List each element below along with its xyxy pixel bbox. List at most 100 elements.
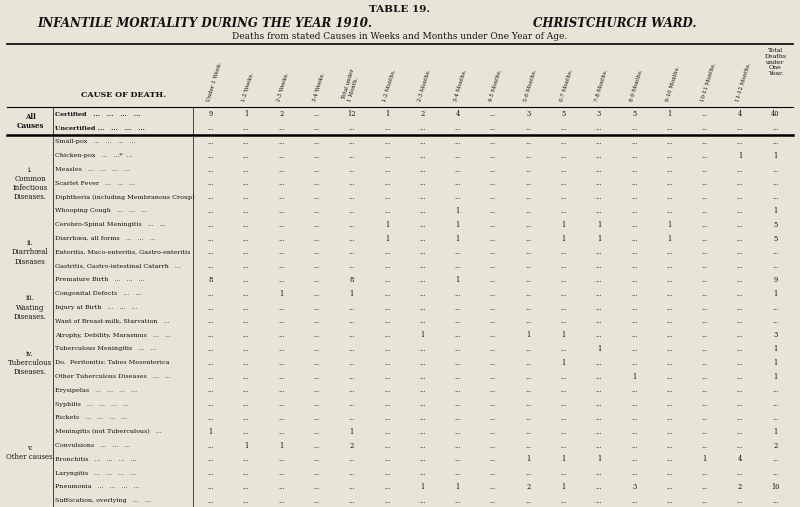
Text: ...: ... xyxy=(737,193,743,201)
Text: ...: ... xyxy=(561,248,566,257)
Text: Small-pox   ...   ...   ...   ...: Small-pox ... ... ... ... xyxy=(55,139,135,144)
Text: ...: ... xyxy=(666,138,673,146)
Text: ...: ... xyxy=(666,331,673,339)
Text: ...: ... xyxy=(490,138,496,146)
Text: ...: ... xyxy=(772,138,778,146)
Text: ...: ... xyxy=(384,469,390,477)
Text: ...: ... xyxy=(596,276,602,284)
Text: ...: ... xyxy=(666,455,673,463)
Text: ...: ... xyxy=(737,345,743,353)
Text: ...: ... xyxy=(349,483,355,491)
Text: ...: ... xyxy=(314,111,320,119)
Text: ...: ... xyxy=(242,166,249,173)
Text: ...: ... xyxy=(384,179,390,188)
Text: ...: ... xyxy=(384,317,390,325)
Text: ...: ... xyxy=(737,235,743,243)
Text: Other Tuberculous Diseases   ...   ...: Other Tuberculous Diseases ... ... xyxy=(55,374,170,379)
Text: ...: ... xyxy=(384,359,390,367)
Text: ...: ... xyxy=(596,359,602,367)
Text: ...: ... xyxy=(666,290,673,298)
Text: ...: ... xyxy=(349,455,355,463)
Text: 1: 1 xyxy=(667,221,671,229)
Text: ...: ... xyxy=(737,124,743,132)
Text: ...: ... xyxy=(207,442,214,450)
Text: ...: ... xyxy=(561,138,566,146)
Text: Atrophy, Debility, Marasmus   ...   ...: Atrophy, Debility, Marasmus ... ... xyxy=(55,333,171,338)
Text: ...: ... xyxy=(525,304,531,312)
Text: ...: ... xyxy=(561,414,566,422)
Text: ...: ... xyxy=(384,124,390,132)
Text: ...: ... xyxy=(207,400,214,408)
Text: ...: ... xyxy=(419,179,426,188)
Text: ...: ... xyxy=(278,235,285,243)
Text: ...: ... xyxy=(737,276,743,284)
Text: ...: ... xyxy=(702,207,708,215)
Text: ...: ... xyxy=(314,166,320,173)
Text: ...: ... xyxy=(454,386,461,394)
Text: i.
Common
Infectious
Diseases.: i. Common Infectious Diseases. xyxy=(12,166,48,201)
Text: ...: ... xyxy=(631,386,638,394)
Text: ...: ... xyxy=(207,469,214,477)
Text: ...: ... xyxy=(525,400,531,408)
Text: ...: ... xyxy=(737,469,743,477)
Text: Congenital Defects   ...   ...: Congenital Defects ... ... xyxy=(55,292,142,296)
Text: ...: ... xyxy=(207,345,214,353)
Text: ...: ... xyxy=(702,111,708,119)
Text: ...: ... xyxy=(349,193,355,201)
Text: ...: ... xyxy=(561,345,566,353)
Text: ...: ... xyxy=(349,400,355,408)
Text: ...: ... xyxy=(490,414,496,422)
Text: ...: ... xyxy=(384,290,390,298)
Text: ...: ... xyxy=(454,469,461,477)
Text: ...: ... xyxy=(666,414,673,422)
Text: ...: ... xyxy=(666,400,673,408)
Text: ...: ... xyxy=(596,428,602,436)
Text: ...: ... xyxy=(419,276,426,284)
Text: ...: ... xyxy=(631,497,638,505)
Text: ...: ... xyxy=(490,400,496,408)
Text: ...: ... xyxy=(490,207,496,215)
Text: ...: ... xyxy=(207,124,214,132)
Text: ...: ... xyxy=(419,235,426,243)
Text: ...: ... xyxy=(242,304,249,312)
Text: ...: ... xyxy=(596,179,602,188)
Text: 5: 5 xyxy=(774,235,778,243)
Text: 4: 4 xyxy=(738,455,742,463)
Text: ...: ... xyxy=(490,193,496,201)
Text: 1: 1 xyxy=(385,111,390,119)
Text: ...: ... xyxy=(666,262,673,270)
Text: ...: ... xyxy=(490,345,496,353)
Text: ...: ... xyxy=(631,428,638,436)
Text: ...: ... xyxy=(314,124,320,132)
Text: ...: ... xyxy=(278,304,285,312)
Text: ...: ... xyxy=(596,483,602,491)
Text: ...: ... xyxy=(314,317,320,325)
Text: ...: ... xyxy=(737,331,743,339)
Text: All
Causes: All Causes xyxy=(16,113,44,130)
Text: ...: ... xyxy=(490,331,496,339)
Text: ...: ... xyxy=(525,428,531,436)
Text: ...: ... xyxy=(384,152,390,160)
Text: ...: ... xyxy=(242,455,249,463)
Text: ...: ... xyxy=(631,248,638,257)
Text: 3: 3 xyxy=(632,483,636,491)
Text: ...: ... xyxy=(278,248,285,257)
Text: ...: ... xyxy=(596,373,602,381)
Text: 3-4 Months.: 3-4 Months. xyxy=(453,68,467,102)
Text: 1: 1 xyxy=(632,373,636,381)
Text: ...: ... xyxy=(490,386,496,394)
Text: ...: ... xyxy=(702,221,708,229)
Text: ...: ... xyxy=(349,235,355,243)
Text: Pneumonia   ...   ...   ...   ...: Pneumonia ... ... ... ... xyxy=(55,485,139,489)
Text: ...: ... xyxy=(349,207,355,215)
Text: ...: ... xyxy=(525,345,531,353)
Text: ...: ... xyxy=(666,469,673,477)
Text: ...: ... xyxy=(349,497,355,505)
Text: Premature Birth   ...   ...   ...: Premature Birth ... ... ... xyxy=(55,277,144,282)
Text: ...: ... xyxy=(525,497,531,505)
Text: ...: ... xyxy=(419,124,426,132)
Text: ...: ... xyxy=(278,276,285,284)
Text: ...: ... xyxy=(242,345,249,353)
Text: 4-5 Months.: 4-5 Months. xyxy=(488,68,502,102)
Text: ...: ... xyxy=(631,455,638,463)
